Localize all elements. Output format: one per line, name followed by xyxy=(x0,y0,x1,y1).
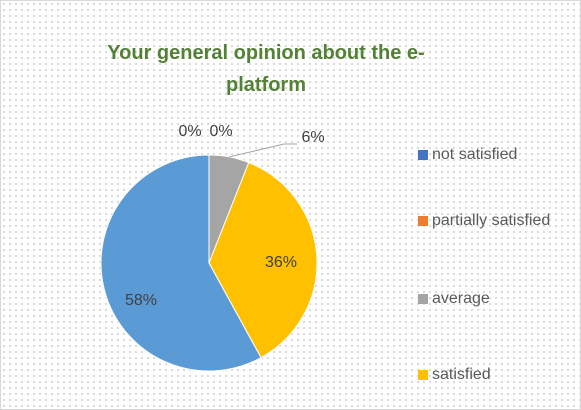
legend: not satisfied partially satisfied average s… xyxy=(418,1,578,409)
pie-slice-satisfied xyxy=(208,161,318,359)
data-label-very-satisfied: 58% xyxy=(125,292,157,309)
legend-item-average: average xyxy=(418,288,572,310)
legend-item-satisfied: satisfied xyxy=(418,364,572,386)
data-label-not-satisfied: 0% xyxy=(178,123,201,140)
legend-item-not-satisfied: not satisfied xyxy=(418,144,572,166)
legend-label: partially satisfied xyxy=(432,212,551,229)
legend-swatch xyxy=(418,216,428,226)
chart-title: Your general opinion about the e-platfor… xyxy=(107,42,425,96)
data-label-partially-satisfied: 0% xyxy=(209,123,232,140)
legend-label: average xyxy=(432,290,490,307)
legend-swatch xyxy=(418,294,428,304)
data-label-satisfied: 36% xyxy=(265,254,297,271)
pie-slice-very-satisfied xyxy=(100,154,262,372)
leader-line xyxy=(229,143,297,158)
legend-swatch xyxy=(418,370,428,380)
legend-label: satisfied xyxy=(432,366,491,383)
data-label-average: 6% xyxy=(301,129,324,146)
legend-item-partially-satisfied: partially satisfied xyxy=(418,210,572,232)
legend-label: not satisfied xyxy=(432,146,518,163)
legend-swatch xyxy=(418,150,428,160)
